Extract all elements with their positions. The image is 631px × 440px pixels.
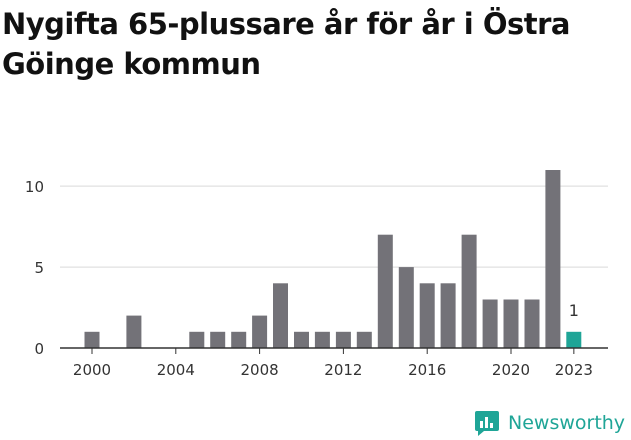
bar-2014[interactable]: [377, 234, 393, 348]
newsworthy-brand[interactable]: Newsworthy: [474, 406, 625, 440]
y-axis-ticks: 0 5 10: [25, 178, 44, 358]
data-labels: 1: [569, 301, 579, 320]
x-tick-label: 2012: [324, 361, 362, 379]
bar-2009[interactable]: [273, 283, 288, 348]
bar-2000[interactable]: [84, 331, 100, 348]
y-tick-label: 5: [34, 259, 44, 277]
x-tick-label: 2020: [492, 361, 530, 379]
bar-2008[interactable]: [252, 315, 268, 348]
chart-title: Nygifta 65-plussare år för år i Östra Gö…: [2, 7, 570, 81]
bar-2019[interactable]: [482, 299, 498, 349]
data-label-2023: 1: [569, 301, 579, 320]
bar-2020[interactable]: [503, 299, 519, 349]
bar-2005[interactable]: [189, 331, 205, 348]
bar-2023[interactable]: [566, 331, 582, 348]
bar-2015[interactable]: [398, 267, 414, 348]
bar-2011[interactable]: [314, 331, 330, 348]
bar-2016[interactable]: [419, 283, 435, 348]
bar-2022[interactable]: [545, 170, 561, 348]
bar-2002[interactable]: [126, 315, 142, 348]
bar-2021[interactable]: [524, 299, 540, 349]
bar-2007[interactable]: [231, 331, 247, 348]
x-tick-label: 2008: [241, 361, 279, 379]
bar-2010[interactable]: [294, 331, 309, 348]
bars: [84, 170, 582, 349]
y-tick-label: 0: [34, 340, 44, 358]
y-tick-label: 10: [25, 178, 44, 196]
bar-2006[interactable]: [210, 331, 226, 348]
gridlines: [60, 185, 608, 268]
bar-2018[interactable]: [461, 234, 477, 348]
x-tick-label: 2004: [157, 361, 195, 379]
x-tick-label: 2016: [408, 361, 446, 379]
bar-2013[interactable]: [356, 331, 372, 348]
bar-chart: 0 5 10 2000 2004 2008 2012 2016 2020 2023 1: [25, 170, 608, 379]
x-tick-label: 2000: [73, 361, 111, 379]
brand-name: Newsworthy: [508, 412, 626, 434]
x-axis-ticks: 2000 2004 2008 2012 2016 2020 2023: [73, 348, 593, 379]
bar-2017[interactable]: [440, 283, 456, 348]
x-tick-label: 2023: [555, 361, 593, 379]
newsworthy-logo-icon: [475, 411, 499, 436]
bar-2012[interactable]: [335, 331, 351, 348]
